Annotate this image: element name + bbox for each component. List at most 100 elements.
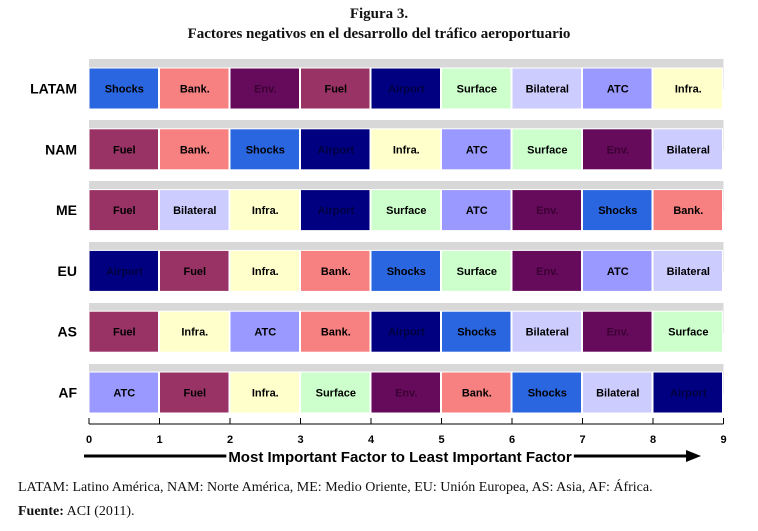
factor-label: Env. xyxy=(254,84,276,96)
factor-cell xyxy=(441,67,512,110)
factor-label: Infra. xyxy=(675,84,702,96)
factor-label: Airport xyxy=(106,266,143,278)
figure-label: Figura 3. xyxy=(349,6,409,22)
factor-label: Infra. xyxy=(252,266,279,278)
factor-cell xyxy=(511,67,582,110)
factor-cell xyxy=(229,189,300,232)
factor-cell xyxy=(159,371,230,414)
factor-cell xyxy=(511,189,582,232)
factor-cell xyxy=(159,249,230,292)
factor-cell xyxy=(441,249,512,292)
factor-cell xyxy=(370,67,441,110)
x-axis-arrow-head xyxy=(686,450,701,462)
factor-label: Bank. xyxy=(180,84,210,96)
x-axis-label-group: Most Important Factor to Least Important… xyxy=(84,449,701,466)
factor-cell xyxy=(582,249,653,292)
factor-cell xyxy=(370,128,441,171)
factor-ranking-chart: Shocks Bank. Env. Fuel Airport Surface Bilater… xyxy=(30,59,727,466)
factor-cell xyxy=(229,128,300,171)
factor-label: Infra. xyxy=(181,327,208,339)
factor-cell xyxy=(88,371,159,414)
region-label: LATAM xyxy=(30,81,77,97)
region-label: AF xyxy=(58,385,77,401)
factor-cell xyxy=(511,128,582,171)
x-tick-label: 2 xyxy=(227,434,233,446)
factor-label: Surface xyxy=(527,144,567,156)
factor-cell xyxy=(229,67,300,110)
factor-label: Shocks xyxy=(105,84,144,96)
factor-cell xyxy=(441,128,512,171)
factor-cell xyxy=(370,189,441,232)
region-label: ME xyxy=(56,202,77,218)
factor-label: Bank. xyxy=(673,205,703,217)
factor-label: Airport xyxy=(388,327,425,339)
factor-label: ATC xyxy=(466,144,488,156)
factor-label: ATC xyxy=(607,266,629,278)
factor-cell xyxy=(652,249,723,292)
factor-cell xyxy=(582,371,653,414)
factor-cell xyxy=(88,310,159,353)
factor-cell xyxy=(582,310,653,353)
factor-cell xyxy=(300,371,371,414)
factor-cell xyxy=(582,189,653,232)
factor-label: Shocks xyxy=(528,388,567,400)
factor-label: Shocks xyxy=(246,144,285,156)
factor-cell xyxy=(441,371,512,414)
ranking-cells: Shocks Bank. Env. Fuel Airport Surface Bilater… xyxy=(88,67,723,414)
factor-cell xyxy=(300,128,371,171)
factor-label: Bilateral xyxy=(667,266,710,278)
factor-label: Bilateral xyxy=(596,388,639,400)
factor-cell xyxy=(159,310,230,353)
factor-label: Bilateral xyxy=(667,144,710,156)
factor-cell xyxy=(511,310,582,353)
factor-cell xyxy=(159,67,230,110)
factor-label: ATC xyxy=(607,84,629,96)
abbreviation-note: LATAM: Latino América, NAM: Norte Améric… xyxy=(18,480,653,495)
x-tick-label: 0 xyxy=(86,434,92,446)
factor-label: Fuel xyxy=(113,205,136,217)
factor-label: Surface xyxy=(457,266,497,278)
x-tick-label: 1 xyxy=(156,434,162,446)
factor-cell xyxy=(652,67,723,110)
factor-label: Env. xyxy=(607,144,629,156)
factor-cell xyxy=(229,371,300,414)
factor-label: Env. xyxy=(607,327,629,339)
factor-label: Bilateral xyxy=(173,205,216,217)
source-text: ACI (2011). xyxy=(66,504,135,519)
factor-label: ATC xyxy=(254,327,276,339)
factor-label: Surface xyxy=(668,327,708,339)
factor-cell xyxy=(300,67,371,110)
factor-label: Airport xyxy=(670,388,707,400)
factor-cell xyxy=(652,371,723,414)
factor-cell xyxy=(88,67,159,110)
factor-label: Airport xyxy=(317,205,354,217)
factor-cell xyxy=(582,128,653,171)
factor-cell xyxy=(229,310,300,353)
factor-cell xyxy=(652,189,723,232)
region-label: AS xyxy=(58,324,77,340)
factor-cell xyxy=(652,310,723,353)
factor-cell xyxy=(370,249,441,292)
factor-cell xyxy=(159,128,230,171)
factor-label: Bank. xyxy=(321,266,351,278)
factor-label: Surface xyxy=(316,388,356,400)
x-axis: 0 1 2 3 4 5 6 7 8 9 xyxy=(86,418,727,446)
factor-label: Fuel xyxy=(113,144,136,156)
factor-label: Bilateral xyxy=(526,327,569,339)
x-tick-label: 5 xyxy=(438,434,444,446)
factor-label: Fuel xyxy=(324,84,347,96)
x-tick-label: 9 xyxy=(720,434,726,446)
factor-label: Bank. xyxy=(321,327,351,339)
factor-label: Shocks xyxy=(457,327,496,339)
factor-cell xyxy=(88,128,159,171)
factor-label: Fuel xyxy=(183,266,206,278)
factor-cell xyxy=(229,249,300,292)
factor-label: Surface xyxy=(457,84,497,96)
factor-label: Surface xyxy=(386,205,426,217)
factor-label: Env. xyxy=(536,266,558,278)
factor-cell xyxy=(159,189,230,232)
x-tick-label: 7 xyxy=(579,434,585,446)
factor-cell xyxy=(370,371,441,414)
factor-label: Env. xyxy=(536,205,558,217)
x-tick-label: 6 xyxy=(509,434,515,446)
